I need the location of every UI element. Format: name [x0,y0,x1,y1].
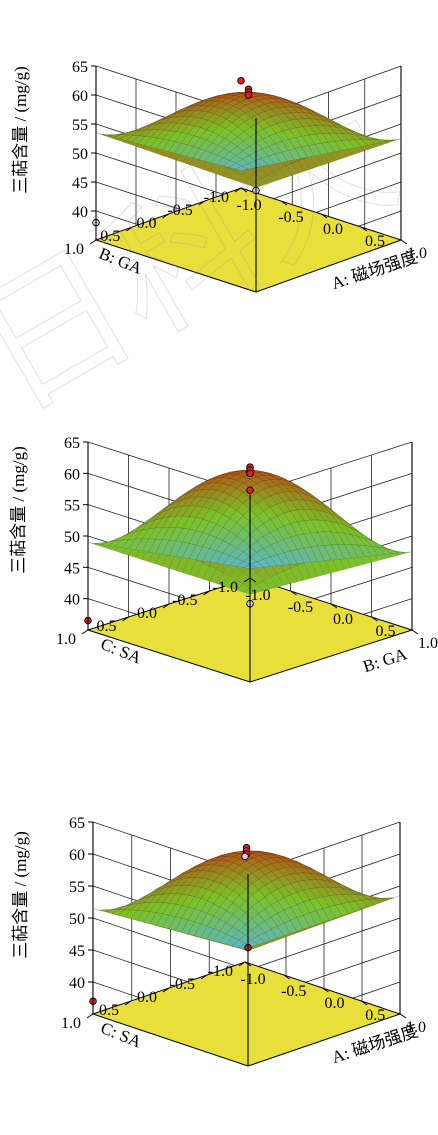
x-tick-label: 0.5 [365,1007,385,1024]
y-tick-label: 0.5 [99,1002,119,1019]
design-point-above [247,470,254,477]
x-tick [401,240,407,244]
response-surface [93,851,400,951]
panel-2: 40 45 50 55 60 65 三萜含量 / (mg/g) -1.0 -0.5 0.0 0.5 1… [9,435,438,682]
z-axis-label: 三萜含量 / (mg/g) [11,831,30,959]
design-point-above [245,92,252,99]
z-axis: 40 45 50 55 60 65 [64,435,88,609]
y-tick-label: -0.5 [172,592,197,609]
x-tick-label: 0.5 [376,623,396,640]
y-tick [82,630,88,634]
design-point-above [238,77,245,84]
z-tick-label: 50 [72,146,88,163]
z-tick-label: 55 [64,498,80,515]
panel-3: 40 45 50 55 60 65 三萜含量 / (mg/g) -1.0 -0.5 0.0 0.5 1… [11,815,426,1067]
z-tick-label: 55 [72,117,88,134]
design-point-above [247,487,254,494]
z-axis: 40 45 50 55 60 65 [69,815,93,992]
z-tick-label: 50 [64,529,80,546]
z-tick-label: 40 [64,592,80,609]
z-tick-label: 60 [64,466,80,483]
x-tick-label: -1.0 [240,971,265,988]
z-tick-label: 65 [64,435,80,452]
x-tick-label: -0.5 [281,983,306,1000]
z-tick-label: 45 [64,560,80,577]
z-tick-label: 45 [72,175,88,192]
x-tick-label: -1.0 [245,587,270,604]
y-tick-label: 0.0 [137,989,157,1006]
z-tick-label: 60 [69,847,85,864]
x-tick-label: 1.0 [418,635,438,652]
y-tick-label: 1.0 [61,1015,81,1032]
y-tick-label: -1.0 [213,579,238,596]
x-tick-label: 0.0 [325,995,345,1012]
surface-facet [387,896,400,898]
x-axis-label: B: GA [361,644,410,676]
y-tick-label: -0.5 [170,976,195,993]
z-axis-label: 三萜含量 / (mg/g) [11,66,30,194]
y-tick-label: 1.0 [56,631,76,648]
y-tick-label: 0.0 [137,605,157,622]
x-tick [400,1014,406,1018]
z-tick-label: 40 [69,975,85,992]
x-tick-label: -0.5 [288,599,313,616]
z-tick-label: 45 [69,943,85,960]
y-tick-label: -1.0 [208,963,233,980]
y-tick [87,1014,93,1018]
design-point-below [242,853,249,860]
z-axis-label: 三萜含量 / (mg/g) [9,446,28,574]
z-tick-label: 55 [69,879,85,896]
x-tick-label: 0.0 [333,611,353,628]
z-tick-label: 60 [72,88,88,105]
z-tick-label: 50 [69,911,85,928]
z-tick-label: 65 [72,59,88,76]
x-tick [412,630,418,634]
z-tick-label: 65 [69,815,85,832]
y-tick-label: 0.5 [97,618,117,635]
